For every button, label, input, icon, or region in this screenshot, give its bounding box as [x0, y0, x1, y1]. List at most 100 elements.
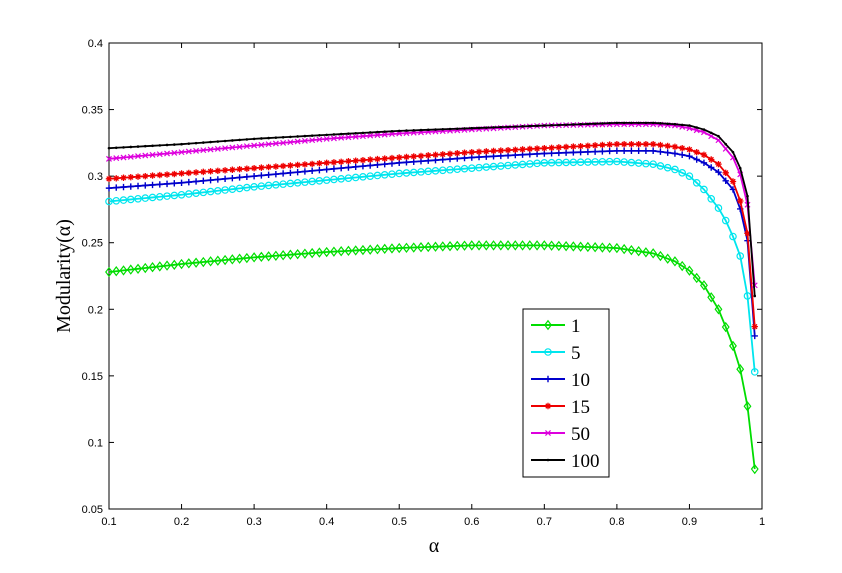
data-point [309, 137, 316, 144]
data-point [330, 159, 338, 166]
data-point [286, 179, 295, 188]
data-point [258, 141, 265, 148]
data-point [293, 179, 302, 187]
data-point [178, 179, 185, 186]
data-point [708, 164, 715, 171]
data-point [250, 172, 258, 180]
data-point [630, 121, 633, 125]
data-point [236, 143, 243, 150]
x-tick-label: 0.2 [174, 516, 189, 528]
data-point [475, 163, 483, 172]
data-point [547, 158, 556, 167]
data-point [316, 160, 323, 167]
data-point [315, 247, 324, 258]
data-point [114, 146, 118, 150]
data-point [700, 159, 708, 167]
data-point [637, 121, 640, 125]
data-point [286, 249, 295, 260]
data-point [134, 173, 142, 180]
data-point [294, 138, 301, 145]
data-point [555, 144, 563, 151]
data-point [441, 127, 445, 131]
data-point [381, 160, 388, 168]
data-point [715, 160, 722, 168]
y-tick-label: 0.05 [82, 504, 103, 516]
data-point [136, 145, 140, 148]
data-point [482, 240, 491, 251]
data-point [688, 124, 691, 127]
data-point [678, 169, 686, 177]
data-point [322, 246, 331, 258]
data-point [337, 158, 345, 165]
data-point [514, 125, 517, 128]
data-point [671, 165, 679, 174]
data-point [477, 126, 481, 130]
data-point [214, 167, 222, 175]
data-point [376, 130, 379, 134]
data-point [221, 254, 230, 266]
data-point [323, 159, 330, 167]
y-tick-label: 0.25 [82, 238, 103, 250]
data-point [722, 177, 729, 185]
data-point [119, 196, 128, 204]
data-point [702, 128, 706, 131]
x-tick-label: 0.4 [319, 516, 334, 528]
data-point [463, 127, 466, 130]
y-axis-label: Modularity(α) [53, 219, 75, 333]
data-point [265, 141, 272, 148]
data-point [598, 242, 607, 253]
data-point [300, 248, 309, 259]
data-point [301, 168, 309, 175]
data-point [149, 181, 156, 189]
data-point [579, 122, 582, 126]
data-point [402, 242, 411, 253]
data-point [750, 368, 759, 376]
data-point [729, 232, 737, 241]
data-point [185, 178, 193, 186]
legend-marker-10 [544, 375, 552, 383]
data-point [113, 184, 120, 191]
legend-marker-15 [544, 402, 552, 410]
legend-label-100: 100 [571, 451, 600, 472]
data-point [504, 146, 512, 154]
data-point [707, 292, 716, 303]
data-point [525, 240, 534, 251]
data-point [163, 260, 171, 271]
data-point [329, 246, 338, 257]
x-tick-label: 0.9 [682, 516, 697, 528]
data-point [475, 240, 483, 251]
x-tick-label: 0.1 [101, 516, 116, 528]
data-point [605, 242, 614, 253]
data-point [395, 169, 404, 178]
data-point [214, 176, 222, 183]
data-point [584, 148, 592, 156]
data-point [272, 170, 280, 178]
legend-label-50: 50 [571, 424, 590, 445]
data-point [729, 340, 737, 352]
data-point [156, 151, 163, 158]
data-point [351, 173, 360, 182]
data-point [126, 195, 135, 204]
data-point [606, 147, 613, 155]
x-tick-label: 1 [759, 516, 765, 528]
data-point [511, 240, 520, 251]
data-point [657, 141, 664, 149]
data-point [178, 149, 185, 156]
data-point [615, 121, 619, 125]
data-point [605, 157, 614, 166]
data-point [294, 168, 301, 176]
data-point [424, 167, 433, 176]
legend-marker-1 [544, 319, 552, 331]
data-point [453, 165, 462, 174]
data-point [105, 197, 113, 206]
data-point [301, 161, 309, 168]
data-point [279, 162, 287, 170]
data-point [122, 146, 125, 149]
data-point [374, 155, 381, 163]
data-point [591, 158, 599, 166]
data-point [141, 194, 150, 202]
data-point [584, 142, 592, 149]
data-point [620, 243, 629, 255]
data-point [409, 242, 418, 253]
data-point [554, 240, 563, 252]
